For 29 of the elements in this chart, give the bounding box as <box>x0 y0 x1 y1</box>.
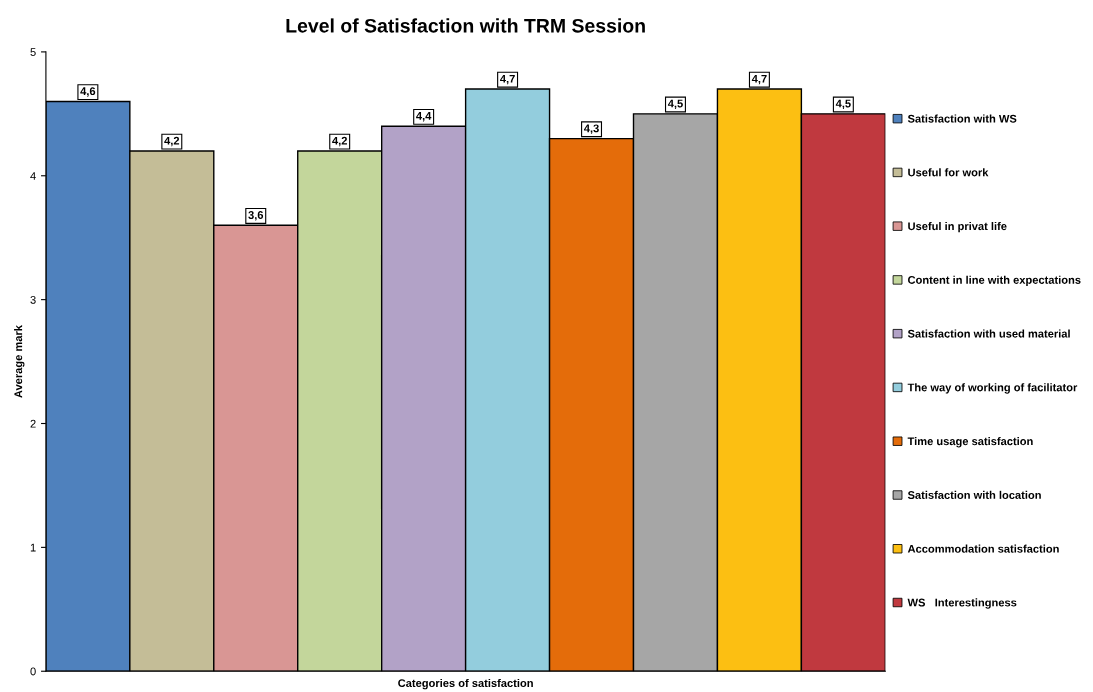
y-tick-label: 4 <box>30 172 36 180</box>
data-label: 4,2 <box>164 136 180 147</box>
data-label: 4,5 <box>835 99 851 110</box>
legend-label: WS Interestingness <box>907 598 1017 609</box>
y-tick-label: 3 <box>30 295 36 304</box>
x-axis-title: Categories of satisfaction <box>398 678 533 690</box>
data-label: 4,7 <box>751 74 767 85</box>
data-label: 4,3 <box>583 124 599 134</box>
y-axis-title: Average mark <box>14 325 25 398</box>
legend-label: Useful in privat life <box>908 221 1007 233</box>
legend-label: Time usage satisfaction <box>907 437 1033 448</box>
data-label: 4,2 <box>332 136 347 147</box>
data-label: 4,4 <box>416 112 432 122</box>
legend-label: The way of working of facilitator <box>907 383 1078 394</box>
legend-label: Useful for work <box>908 168 989 177</box>
data-label: 4,5 <box>667 99 683 110</box>
y-tick-label: 1 <box>30 543 36 552</box>
data-label: 4,7 <box>500 74 515 85</box>
y-tick-label: 5 <box>30 48 36 57</box>
data-label: 3,6 <box>248 211 264 221</box>
legend-label: Content in line with expectations <box>908 275 1081 287</box>
legend-label: Accommodation satisfaction <box>907 544 1059 553</box>
legend-label: Satisfaction with location <box>907 490 1041 499</box>
y-tick-label: 2 <box>30 419 36 428</box>
chart-title: Level of Satisfaction with TRM Session <box>286 18 645 33</box>
data-label: 4,6 <box>80 87 96 97</box>
y-tick-label: 0 <box>30 667 36 676</box>
legend-label: Satisfaction with WS <box>907 114 1017 123</box>
legend-label: Satisfaction with used material <box>907 329 1070 338</box>
